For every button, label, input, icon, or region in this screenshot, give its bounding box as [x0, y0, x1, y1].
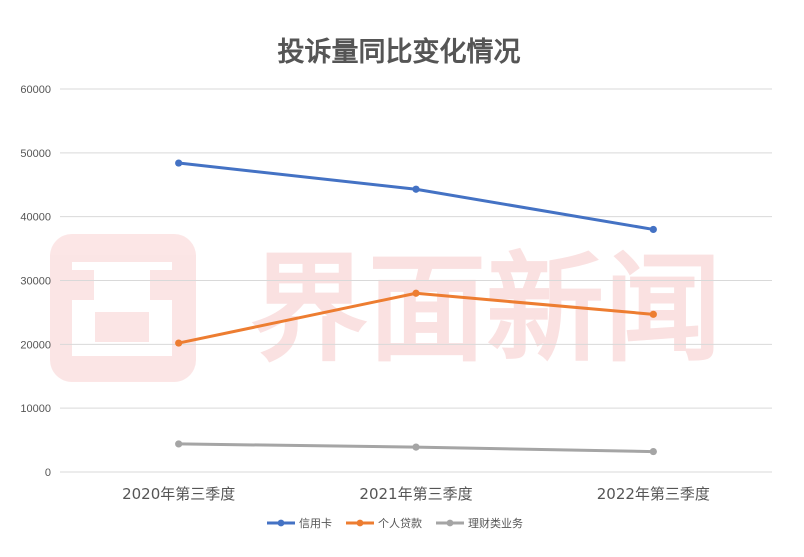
legend-item: 理财类业务	[436, 516, 523, 530]
x-tick-label: 2022年第三季度	[597, 485, 710, 503]
y-tick-label: 30000	[20, 276, 51, 288]
data-point	[412, 289, 420, 297]
jiemian-logo-icon	[50, 234, 196, 382]
legend-item: 信用卡	[267, 517, 332, 530]
data-point	[412, 185, 420, 193]
x-tick-label: 2020年第三季度	[122, 485, 235, 503]
data-point	[175, 159, 183, 167]
y-tick-label: 60000	[20, 84, 51, 96]
y-tick-label: 50000	[20, 148, 51, 160]
gridlines	[60, 88, 772, 473]
data-point	[649, 310, 657, 318]
legend-label: 个人贷款	[378, 516, 422, 530]
chart-title: 投诉量同比变化情况	[278, 36, 521, 68]
legend-item: 个人贷款	[346, 516, 422, 530]
legend-marker	[277, 519, 285, 527]
y-tick-label: 0	[45, 467, 51, 479]
legend-label: 理财类业务	[468, 516, 523, 530]
watermark: 界面新闻	[50, 234, 722, 382]
watermark-text: 界面新闻	[250, 240, 722, 378]
x-axis-ticks: 2020年第三季度 2021年第三季度 2022年第三季度	[122, 485, 710, 503]
series-line	[177, 161, 655, 231]
data-point	[412, 443, 420, 451]
series-2	[175, 440, 657, 456]
series-lines	[175, 159, 657, 456]
data-point	[649, 225, 657, 234]
legend-label: 信用卡	[299, 517, 332, 530]
series-0	[175, 159, 657, 234]
series-1	[175, 289, 657, 347]
data-point	[649, 447, 657, 456]
legend-marker	[356, 519, 364, 527]
legend: 信用卡 个人贷款 理财类业务	[267, 516, 523, 530]
data-point	[175, 440, 183, 448]
y-tick-label: 40000	[20, 212, 51, 224]
legend-marker	[446, 519, 454, 527]
y-axis-ticks: 0 10000 20000 30000 40000 50000 60000	[20, 84, 51, 479]
y-tick-label: 10000	[20, 403, 51, 415]
y-tick-label: 20000	[20, 339, 51, 351]
data-point	[175, 339, 183, 347]
x-tick-label: 2021年第三季度	[359, 485, 472, 503]
